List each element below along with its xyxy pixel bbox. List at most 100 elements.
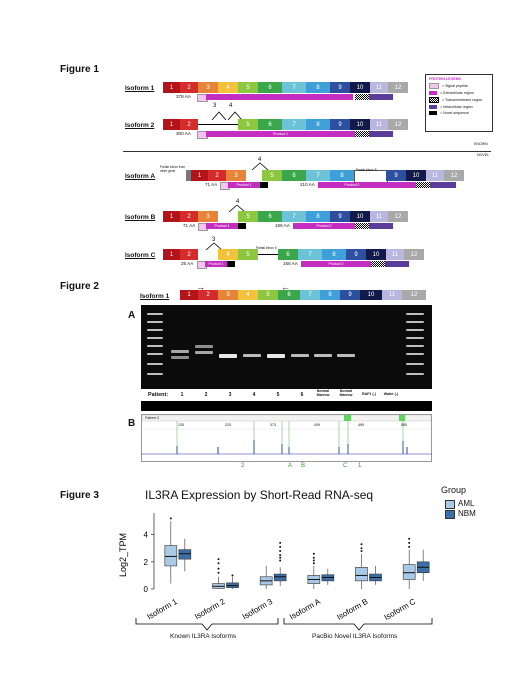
isoformA-extra <box>386 182 416 188</box>
isoform1-aa: 378 AA <box>176 94 191 99</box>
y-tick-label: 4 <box>144 531 149 540</box>
box-nbm <box>273 541 287 587</box>
lane-label: 3 <box>228 392 232 398</box>
outlier-point <box>312 556 315 559</box>
trace-mark: C <box>343 463 348 469</box>
isoformA-intracellular <box>430 182 456 188</box>
isoformC-aa1: 25 AA <box>181 261 194 266</box>
box-aml <box>307 552 321 589</box>
isoformB-splice-4: 4 <box>236 199 240 205</box>
isoform2-gap-line <box>198 124 238 125</box>
isoformB-tm <box>355 223 369 229</box>
isoform2-splice-3: 3 <box>213 103 217 109</box>
outlier-point <box>279 541 282 544</box>
known-novel-divider <box>123 151 491 152</box>
isoform1-intracellular <box>369 94 393 100</box>
lane-label: 2 <box>204 392 208 398</box>
outlier-point <box>360 543 363 546</box>
isoformC-intron-line <box>258 254 278 255</box>
patient-label: Patient: <box>148 392 169 398</box>
forward-primer-arrow-icon: → <box>196 282 205 292</box>
isoformA-splice-4: 4 <box>258 157 262 163</box>
y-axis-label: Log2_TPM <box>118 533 128 577</box>
isoformA-product1: Product 1 <box>220 182 268 190</box>
legend-item-signal: = Signal peptide <box>429 83 489 89</box>
trace-mark: A <box>288 463 293 469</box>
isoformB-name: Isoform B <box>125 214 156 221</box>
legend-label-aml: AML <box>458 499 475 508</box>
group-label-known: Known IL3RA Isoforms <box>170 633 237 640</box>
isoformB-aa2: 166 AA <box>275 223 290 228</box>
protein-legend: PROTEIN LEGEND = Signal peptide = Extrac… <box>425 74 493 132</box>
outlier-point <box>279 556 282 559</box>
gel-black-bar <box>141 401 432 411</box>
outlier-point <box>360 547 363 550</box>
trace-tick: 409 <box>314 423 320 427</box>
outlier-point <box>279 550 282 552</box>
isoformB-aa1: 71 AA <box>183 223 196 228</box>
box-aml <box>355 543 368 589</box>
legend-item-transmembrane: = Transmembrane region <box>429 97 489 103</box>
lane-label: Normal Marrow <box>339 389 353 397</box>
box-body <box>178 549 192 560</box>
isoform2-aa: 300 AA <box>176 131 191 136</box>
outlier-point <box>279 559 282 562</box>
outlier-point <box>312 562 315 565</box>
trace-mark: 2 <box>241 463 245 469</box>
legend-title: PROTEIN LEGEND <box>429 77 461 81</box>
trace-tick: 585 <box>401 423 407 427</box>
isoformA-splice <box>251 162 269 170</box>
y-tick-label: 0 <box>144 585 149 594</box>
outlier-point <box>217 558 220 561</box>
outlier-point <box>312 559 315 562</box>
trace-mark: 1 <box>358 463 362 469</box>
fig2-isoform-name: Isoform 1 <box>140 293 170 300</box>
figure2-label: Figure 2 <box>60 281 99 292</box>
outlier-point <box>217 567 220 570</box>
isoformC-aa2: 166 AA <box>283 261 298 266</box>
legend-item-extracellular: = Extracellular region <box>429 91 489 95</box>
outlier-point <box>279 545 282 548</box>
reverse-primer-arrow-icon: ← <box>281 282 290 292</box>
isoformC-tm <box>371 261 385 267</box>
chart-title: IL3RA Expression by Short-Read RNA-seq <box>145 488 374 502</box>
capillary-trace <box>141 414 432 462</box>
box-body <box>164 545 178 567</box>
box-aml <box>212 558 225 589</box>
isoformC-exons: 1 2 4 5 6 7 8 9 10 11 12 <box>163 249 473 260</box>
trace-header: Patient 2 <box>145 416 160 420</box>
box-nbm <box>226 574 239 589</box>
figure1-label: Figure 1 <box>60 64 99 75</box>
trace-tick: 225 <box>225 423 231 427</box>
isoform2-tm <box>355 131 369 137</box>
isoform1-exons: 1 2 3 4 5 6 7 8 9 10 11 12 <box>163 82 408 93</box>
isoformA-tm <box>416 182 430 188</box>
isoformC-splice-3: 3 <box>212 237 216 243</box>
outlier-point <box>169 517 172 520</box>
legend-swatch-nbm <box>445 510 455 519</box>
isoformC-product2: Product 2 <box>301 261 371 267</box>
group-legend-title: Group <box>441 485 467 495</box>
isoformC-note: Partial intron 5 <box>256 246 277 250</box>
isoformB-exons: 1 2 3 5 6 7 8 9 10 11 12 <box>163 211 408 222</box>
group-braces <box>135 618 433 631</box>
box-body <box>402 564 416 580</box>
outlier-point <box>312 552 315 555</box>
figure3-label: Figure 3 <box>60 490 99 501</box>
fig2-isoform-exons: 1 2 3 4 5 6 7 8 9 10 11 12 <box>180 290 426 300</box>
novel-label: NOVEL <box>477 153 490 157</box>
outlier-point <box>279 554 282 557</box>
isoform2-exons: 1 2 5 6 7 8 9 10 11 12 <box>163 119 408 130</box>
outlier-point <box>408 537 411 540</box>
legend-label-nbm: NBM <box>458 509 476 518</box>
isoformA-aa2: 210 AA <box>300 182 315 187</box>
trace-tick: 495 <box>358 423 364 427</box>
group-label-novel: PacBio Novel IL3RA Isoforms <box>312 633 398 640</box>
outlier-point <box>231 574 234 577</box>
outlier-point <box>360 550 363 552</box>
legend-item-intracellular: = Intracellular region <box>429 105 489 109</box>
panel-b-label: B <box>128 418 136 429</box>
box-aml <box>164 517 178 584</box>
isoformB-product2: Product 2 <box>293 223 355 229</box>
